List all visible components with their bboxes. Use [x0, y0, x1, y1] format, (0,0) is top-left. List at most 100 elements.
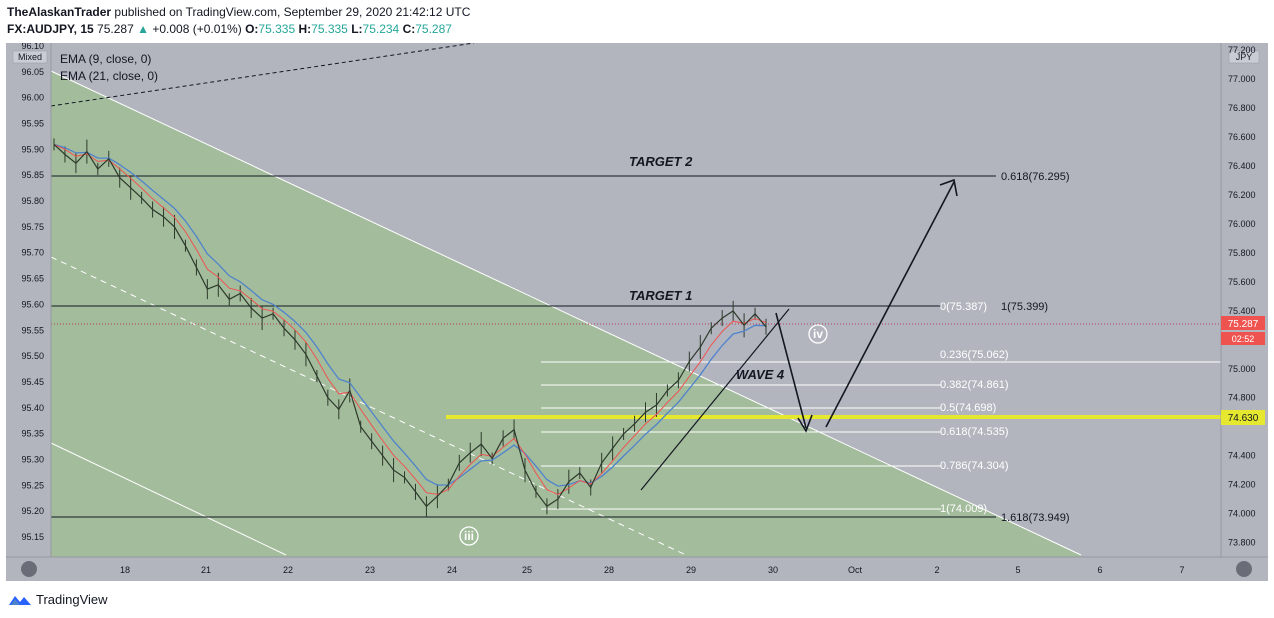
left-axis-panel[interactable]: [6, 43, 51, 557]
close-label: C:: [402, 22, 416, 36]
currency-box[interactable]: [1228, 50, 1260, 64]
channel-lower-line: [50, 442, 287, 556]
left-axis-tick-label: 95.25: [21, 480, 44, 490]
axis-mode-box[interactable]: [12, 50, 48, 64]
high-label: H:: [298, 22, 312, 36]
open-label: O:: [245, 22, 259, 36]
left-axis-tick-label: 95.35: [21, 429, 44, 439]
fib-label-0: 0(75.387): [940, 301, 987, 313]
wave4-down-arrowhead-icon: [797, 414, 813, 433]
close-value: 75.287: [415, 22, 452, 36]
time-axis-panel[interactable]: [6, 557, 1268, 581]
right-scroll-button-icon[interactable]: [1236, 561, 1252, 577]
target-up-arrow: [825, 181, 955, 428]
wave4-label: WAVE 4: [736, 367, 785, 382]
time-axis-ticks: 18 21 22 23 24 25 28 29 30 Oct 2 5 6 7: [120, 565, 1185, 575]
right-axis-tick-label: 77.000: [1228, 74, 1256, 84]
ext-label-1618: 1.618(73.949): [1001, 512, 1070, 524]
price-line: [53, 143, 767, 508]
footer-brand[interactable]: TradingView: [8, 592, 108, 607]
left-axis-ticks: 96.10 96.05 96.00 95.95 95.90 95.85 95.80 95.75…: [21, 43, 44, 542]
chart-frame[interactable]: TARGET 2 TARGET 1 WAVE 4 iv iii 0(75.387…: [6, 43, 1268, 581]
left-axis-tick-label: 95.20: [21, 506, 44, 516]
wave-trendline: [640, 308, 790, 491]
author-name[interactable]: TheAlaskanTrader: [7, 5, 112, 19]
symbol-name[interactable]: FX:AUDJPY, 15: [7, 22, 94, 36]
currency-label: JPY: [1236, 52, 1253, 62]
time-axis-tick-label: 18: [120, 565, 130, 575]
time-axis-tick-label: 7: [1179, 565, 1184, 575]
ema9-legend[interactable]: EMA (9, close, 0): [60, 52, 151, 66]
time-axis-tick-label: 6: [1097, 565, 1102, 575]
time-axis-tick-label: 2: [934, 565, 939, 575]
low-label: L:: [351, 22, 363, 36]
right-axis-tick-label: 75.600: [1228, 277, 1256, 287]
level-price-tag: [1221, 410, 1265, 425]
left-axis-tick-label: 95.40: [21, 403, 44, 413]
time-axis-tick-label: 21: [201, 565, 211, 575]
right-axis-tick-label: 75.800: [1228, 248, 1256, 258]
left-axis-tick-label: 95.80: [21, 196, 44, 206]
right-axis-tick-label: 74.200: [1228, 480, 1256, 490]
time-axis-tick-label: 25: [522, 565, 532, 575]
countdown-tag-label: 02:52: [1232, 334, 1255, 344]
right-axis-panel[interactable]: [1221, 43, 1268, 557]
ema9-line: [53, 143, 767, 495]
left-axis-tick-label: 96.00: [21, 93, 44, 103]
time-axis-tick-label: 23: [365, 565, 375, 575]
fib-label-0236: 0.236(75.062): [940, 349, 1009, 361]
change-arrow-icon: ▲: [137, 22, 149, 36]
ema21-line: [53, 143, 767, 487]
channel-fill: [51, 71, 1081, 581]
left-axis-tick-label: 95.75: [21, 222, 44, 232]
left-axis-tick-label: 95.60: [21, 299, 44, 309]
dashed-trendline: [50, 43, 475, 107]
left-scroll-button-icon[interactable]: [21, 561, 37, 577]
high-value: 75.335: [311, 22, 348, 36]
left-axis-tick-label: 96.05: [21, 67, 44, 77]
countdown-tag: [1221, 332, 1265, 345]
fib-label-0618: 0.618(74.535): [940, 426, 1009, 438]
time-axis-tick-label: 22: [283, 565, 293, 575]
publish-info: TheAlaskanTrader published on TradingVie…: [7, 5, 470, 19]
symbol-info: FX:AUDJPY, 15 75.287 ▲ +0.008 (+0.01%) O…: [7, 22, 452, 36]
fib-label-0382: 0.382(74.861): [940, 379, 1009, 391]
left-axis-tick-label: 95.85: [21, 170, 44, 180]
brand-name: TradingView: [36, 592, 108, 607]
ema21-legend[interactable]: EMA (21, close, 0): [60, 69, 158, 83]
low-value: 75.234: [362, 22, 400, 36]
highlight-level-band: [446, 415, 1221, 419]
price-chart[interactable]: TARGET 2 TARGET 1 WAVE 4 iv iii 0(75.387…: [6, 43, 1268, 581]
left-axis-tick-label: 95.30: [21, 454, 44, 464]
wave4-down-arrow: [775, 312, 807, 429]
time-axis-tick-label: 24: [447, 565, 457, 575]
left-axis-tick-label: 95.45: [21, 377, 44, 387]
channel-mid-line: [50, 256, 687, 556]
target1-label: TARGET 1: [629, 288, 692, 303]
right-axis-tick-label: 76.800: [1228, 103, 1256, 113]
right-axis-tick-label: 76.000: [1228, 219, 1256, 229]
fib-label-0786: 0.786(74.304): [940, 460, 1009, 472]
left-axis-tick-label: 95.65: [21, 274, 44, 284]
right-axis-tick-label: 76.400: [1228, 161, 1256, 171]
left-axis-tick-label: 95.15: [21, 532, 44, 542]
right-axis-ticks: 77.200 77.000 76.800 76.600 76.400 76.200 76.0…: [1228, 45, 1256, 547]
wave-iv-label: iv: [813, 327, 823, 341]
published-text: published on TradingView.com, September …: [114, 5, 471, 19]
right-axis-tick-label: 74.000: [1228, 509, 1256, 519]
axis-mode-label: Mixed: [18, 52, 42, 62]
left-axis-tick-label: 95.55: [21, 325, 44, 335]
target-up-arrowhead-icon: [939, 178, 958, 197]
time-axis-tick-label: 29: [686, 565, 696, 575]
right-axis-tick-label: 73.800: [1228, 538, 1256, 548]
right-axis-tick-label: 75.400: [1228, 306, 1256, 316]
right-axis-tick-label: 74.800: [1228, 393, 1256, 403]
left-axis-tick-label: 95.95: [21, 119, 44, 129]
wave-iii-label: iii: [464, 529, 474, 543]
wave-iv-circle: [808, 324, 828, 344]
time-axis-tick-label: Oct: [848, 565, 863, 575]
target2-label: TARGET 2: [629, 154, 693, 169]
time-axis-tick-label: 28: [604, 565, 614, 575]
time-axis-tick-label: 5: [1015, 565, 1020, 575]
left-axis-tick-label: 95.50: [21, 351, 44, 361]
